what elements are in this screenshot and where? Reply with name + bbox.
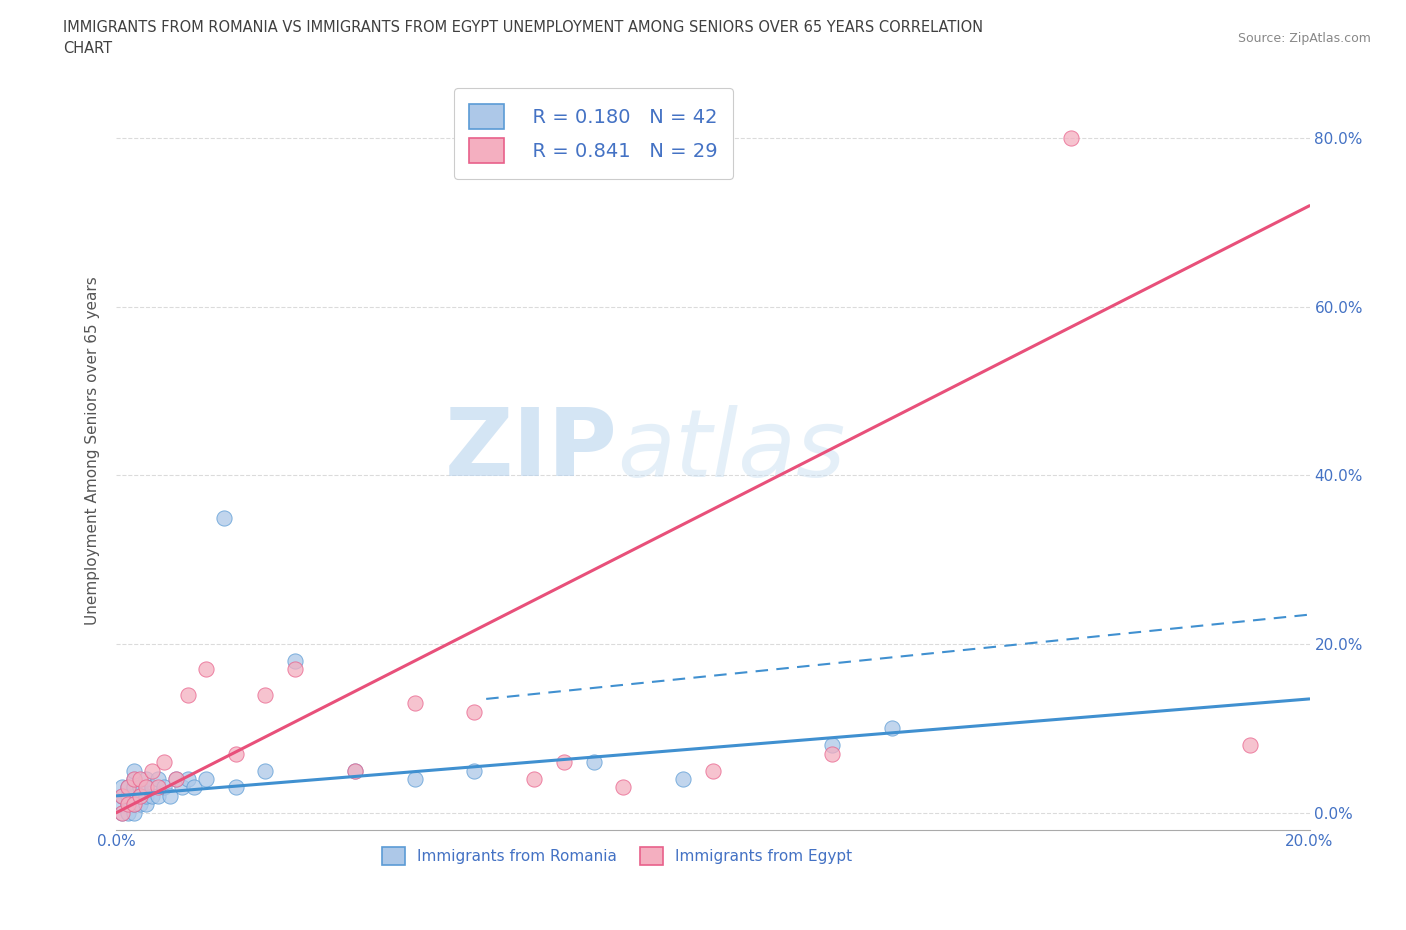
- Point: [284, 662, 307, 677]
- Text: CHART: CHART: [63, 41, 112, 56]
- Text: IMMIGRANTS FROM ROMANIA VS IMMIGRANTS FROM EGYPT UNEMPLOYMENT AMONG SENIORS OVER: IMMIGRANTS FROM ROMANIA VS IMMIGRANTS FR…: [63, 20, 983, 35]
- Point: [129, 789, 152, 804]
- Point: [225, 746, 247, 761]
- Point: [177, 687, 200, 702]
- Point: [643, 131, 665, 146]
- Point: [153, 780, 176, 795]
- Point: [122, 797, 145, 812]
- Point: [117, 789, 139, 804]
- Point: [111, 789, 134, 804]
- Point: [111, 805, 134, 820]
- Point: [117, 797, 139, 812]
- Point: [122, 797, 145, 812]
- Point: [135, 789, 157, 804]
- Point: [672, 772, 695, 787]
- Point: [141, 780, 163, 795]
- Point: [122, 780, 145, 795]
- Text: ZIP: ZIP: [444, 405, 617, 497]
- Point: [177, 772, 200, 787]
- Point: [582, 755, 605, 770]
- Point: [111, 789, 134, 804]
- Point: [146, 780, 169, 795]
- Point: [165, 772, 187, 787]
- Point: [111, 805, 134, 820]
- Point: [122, 772, 145, 787]
- Point: [170, 780, 193, 795]
- Point: [404, 772, 426, 787]
- Text: atlas: atlas: [617, 405, 845, 496]
- Point: [612, 780, 634, 795]
- Point: [122, 789, 145, 804]
- Legend: Immigrants from Romania, Immigrants from Egypt: Immigrants from Romania, Immigrants from…: [377, 841, 859, 871]
- Point: [702, 764, 724, 778]
- Point: [343, 764, 366, 778]
- Point: [343, 764, 366, 778]
- Point: [117, 780, 139, 795]
- Point: [135, 772, 157, 787]
- Point: [821, 737, 844, 752]
- Point: [404, 696, 426, 711]
- Text: Source: ZipAtlas.com: Source: ZipAtlas.com: [1237, 32, 1371, 45]
- Point: [212, 511, 235, 525]
- Point: [111, 780, 134, 795]
- Point: [122, 772, 145, 787]
- Point: [122, 764, 145, 778]
- Y-axis label: Unemployment Among Seniors over 65 years: Unemployment Among Seniors over 65 years: [86, 276, 100, 625]
- Point: [146, 772, 169, 787]
- Point: [135, 780, 157, 795]
- Point: [129, 780, 152, 795]
- Point: [463, 764, 485, 778]
- Point: [463, 704, 485, 719]
- Point: [117, 780, 139, 795]
- Point: [254, 764, 277, 778]
- Point: [129, 772, 152, 787]
- Point: [880, 721, 903, 736]
- Point: [553, 755, 575, 770]
- Point: [122, 805, 145, 820]
- Point: [111, 797, 134, 812]
- Point: [141, 764, 163, 778]
- Point: [135, 797, 157, 812]
- Point: [159, 789, 181, 804]
- Point: [254, 687, 277, 702]
- Point: [183, 780, 205, 795]
- Point: [153, 755, 176, 770]
- Point: [821, 746, 844, 761]
- Point: [129, 797, 152, 812]
- Point: [1060, 131, 1083, 146]
- Point: [141, 789, 163, 804]
- Point: [194, 772, 217, 787]
- Point: [225, 780, 247, 795]
- Point: [523, 772, 546, 787]
- Point: [165, 772, 187, 787]
- Point: [194, 662, 217, 677]
- Point: [1239, 737, 1261, 752]
- Point: [117, 805, 139, 820]
- Point: [117, 797, 139, 812]
- Point: [284, 654, 307, 669]
- Point: [146, 789, 169, 804]
- Point: [129, 789, 152, 804]
